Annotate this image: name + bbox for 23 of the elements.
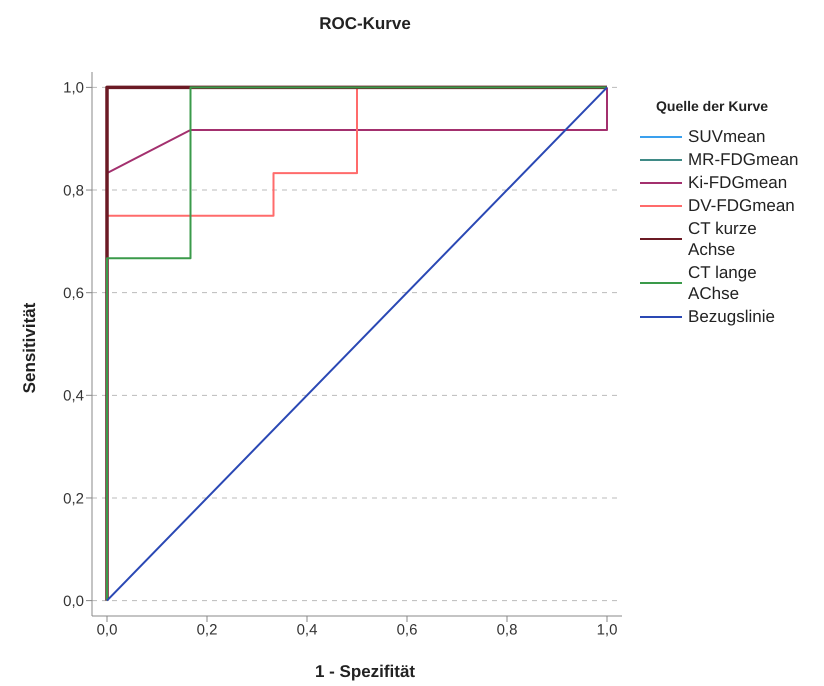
legend-label: Ki-FDGmean — [688, 172, 788, 193]
x-tick-label: 0,8 — [496, 622, 518, 639]
x-tick-label: 1,0 — [596, 622, 618, 639]
chart-title: ROC-Kurve — [318, 14, 412, 34]
legend-label: CT lange AChse — [688, 262, 758, 304]
y-tick-label: 0,8 — [63, 182, 84, 200]
x-tick-label: 0,2 — [196, 622, 218, 639]
y-tick-label: 0,6 — [63, 285, 84, 302]
y-axis-title: Sensitivität — [20, 302, 40, 394]
x-axis-title: 1 - Spezifität — [314, 662, 416, 682]
legend-label: SUVmean — [688, 126, 766, 147]
y-tick-label: 0,2 — [63, 490, 84, 508]
y-tick-label: 0,4 — [63, 388, 84, 405]
x-tick-label: 0,0 — [96, 622, 118, 639]
legend-label: MR-FDGmean — [688, 149, 800, 170]
x-tick-label: 0,6 — [396, 622, 418, 639]
y-tick-label: 1,0 — [63, 80, 84, 97]
legend-label: Bezugslinie — [688, 306, 776, 327]
legend-label: CT kurze Achse — [688, 218, 758, 260]
x-tick-label: 0,4 — [296, 622, 318, 639]
y-tick-label: 0,0 — [63, 592, 84, 610]
legend-label: DV-FDGmean — [688, 195, 796, 216]
legend-title: Quelle der Kurve — [655, 98, 770, 114]
